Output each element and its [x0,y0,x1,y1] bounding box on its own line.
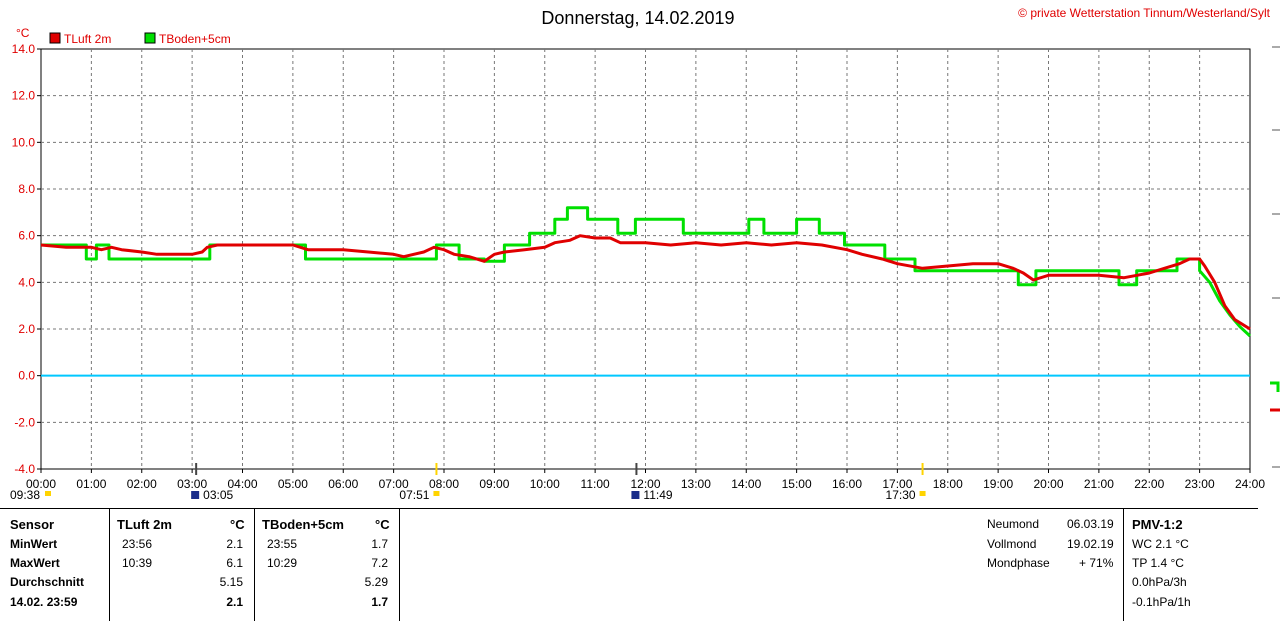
row-label-max: MaxWert [10,556,60,570]
sun-icon [433,491,440,496]
x-tick-label: 11:00 [581,477,610,491]
pmv-title: PMV-1:2 [1132,517,1183,532]
x-tick-label: 06:00 [328,477,358,491]
y-tick-label: 10.0 [12,135,36,149]
sun-moon-events: 09:38 03:05 07:51 11:49 17:30 [10,463,926,502]
moon-icon [631,491,640,499]
pmv-line-wc: WC 2.1 °C [1132,537,1189,551]
right-edge-markers [1270,46,1280,468]
x-tick-label: 22:00 [1134,477,1164,491]
header-unit-tboden: °C [375,517,390,532]
x-tick-label: 05:00 [278,477,308,491]
series-line-tboden [41,206,1252,338]
x-tick-label: 03:00 [177,477,207,491]
temperature-chart: Donnerstag, 14.02.2019 © private Wetters… [10,6,1280,502]
y-tick-label: -4.0 [14,462,35,476]
y-unit-label: °C [16,26,30,40]
pmv-line-p1h: -0.1hPa/1h [1132,595,1191,609]
pmv-line-tp: TP 1.4 °C [1132,556,1184,570]
x-tick-label: 08:00 [429,477,459,491]
event-time-label: 07:51 [399,488,429,502]
sun-icon [45,491,51,496]
x-tick-label: 24:00 [1235,477,1265,491]
x-tick-label: 21:00 [1084,477,1114,491]
x-tick-label: 01:00 [76,477,106,491]
min-time-tluft: 23:56 [122,537,153,551]
moon-label-full: Vollmond [987,537,1037,551]
header-tboden: TBoden+5cm [262,517,344,532]
x-tick-label: 17:00 [882,477,912,491]
x-axis: 00:00 01:00 02:00 03:00 04:00 05:00 06:00 07:00… [26,469,1265,491]
series-line-tluft [40,234,1251,331]
header-sensor: Sensor [10,517,55,532]
event-time-label: 17:30 [886,488,916,502]
moon-value-full: 19.02.19 [1067,537,1114,551]
x-tick-label: 23:00 [1185,477,1215,491]
moon-label-new: Neumond [987,517,1040,531]
row-label-avg: Durchschnitt [10,575,85,589]
event-time-label: 11:49 [643,488,672,502]
legend-swatch-tboden [144,32,156,44]
min-value-tboden: 1.7 [371,537,388,551]
legend-swatch-tluft [49,32,61,44]
x-tick-label: 14:00 [731,477,761,491]
legend: TLuft 2m TBoden+5cm [49,32,231,46]
avg-value-tboden: 5.29 [364,575,388,589]
header-tluft: TLuft 2m [117,517,172,532]
x-tick-label: 02:00 [127,477,157,491]
y-tick-label: 14.0 [12,42,36,56]
row-label-min: MinWert [10,537,58,551]
y-axis: 14.0 12.0 10.0 8.0 6.0 4.0 2.0 0.0 -2.0 -4.0 [12,42,41,476]
y-tick-label: 2.0 [18,322,35,336]
legend-label-tboden: TBoden+5cm [159,32,231,46]
event-time-label: 03:05 [203,488,233,502]
y-tick-label: 0.0 [18,369,35,383]
min-value-tluft: 2.1 [226,537,243,551]
x-tick-label: 19:00 [983,477,1013,491]
x-tick-label: 07:00 [379,477,409,491]
chart-title: Donnerstag, 14.02.2019 [541,8,734,28]
x-tick-label: 12:00 [630,477,660,491]
max-value-tluft: 6.1 [226,556,243,570]
current-value-tluft: 2.1 [226,595,243,609]
station-credit: © private Wetterstation Tinnum/Westerlan… [1018,6,1271,20]
max-value-tboden: 7.2 [371,556,388,570]
current-value-tboden: 1.7 [371,595,388,609]
y-tick-label: 6.0 [18,229,35,243]
moon-label-phase: Mondphase [987,556,1050,570]
avg-value-tluft: 5.15 [219,575,243,589]
y-tick-label: 8.0 [18,182,35,196]
max-time-tboden: 10:29 [267,556,298,570]
event-time-label: 09:38 [10,488,40,502]
x-tick-label: 15:00 [782,477,812,491]
row-label-current: 14.02. 23:59 [10,595,78,609]
sun-icon [919,491,926,496]
right-marker-tboden [1270,381,1280,392]
legend-label-tluft: TLuft 2m [64,32,111,46]
moon-icon [191,491,200,499]
moon-value-new: 06.03.19 [1067,517,1114,531]
x-tick-label: 18:00 [933,477,963,491]
statistics-table: Sensor TLuft 2m °C TBoden+5cm °C MinWert… [0,508,1258,621]
x-tick-label: 04:00 [227,477,257,491]
x-tick-label: 20:00 [1033,477,1063,491]
x-tick-label: 00:00 [26,477,56,491]
min-time-tboden: 23:55 [267,537,298,551]
max-time-tluft: 10:39 [122,556,153,570]
moon-value-phase: + 71% [1079,556,1114,570]
series-group [40,206,1252,338]
x-tick-label: 16:00 [832,477,862,491]
x-tick-label: 13:00 [681,477,711,491]
y-tick-label: 4.0 [18,275,35,289]
x-tick-label: 10:00 [530,477,560,491]
y-tick-label: 12.0 [12,89,36,103]
y-tick-label: -2.0 [14,415,35,429]
x-tick-label: 09:00 [479,477,509,491]
header-unit-tluft: °C [230,517,245,532]
pmv-line-p3h: 0.0hPa/3h [1132,575,1187,589]
